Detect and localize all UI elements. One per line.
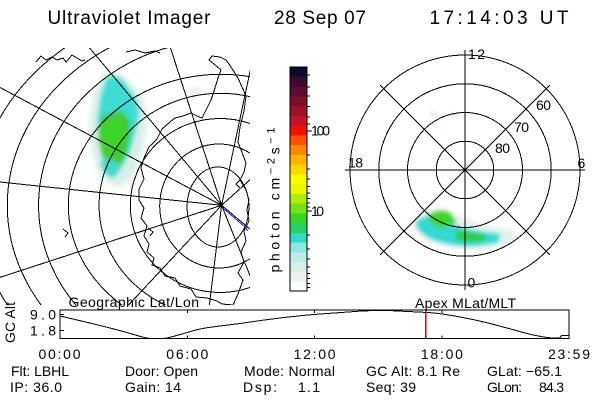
svg-text:GC Alt: GC Alt	[2, 302, 18, 343]
svg-text:80: 80	[495, 140, 510, 156]
svg-text:Gain: 14: Gain: 14	[125, 379, 181, 395]
svg-text:100: 100	[311, 123, 330, 139]
svg-text:12: 12	[468, 46, 485, 62]
svg-text:6: 6	[578, 155, 586, 171]
svg-text:GLat: −65.1: GLat: −65.1	[487, 363, 562, 379]
svg-text:Mode: Normal: Mode: Normal	[244, 363, 335, 379]
svg-text:60: 60	[536, 97, 551, 113]
svg-text:18:00: 18:00	[421, 346, 463, 362]
svg-text:Dsp:: Dsp:	[243, 379, 277, 395]
svg-text:IP: 36.0: IP: 36.0	[10, 379, 62, 395]
svg-text:00:00: 00:00	[39, 346, 81, 362]
svg-text:10: 10	[311, 203, 324, 219]
svg-text:23:59: 23:59	[548, 346, 590, 362]
svg-text:Geographic Lat/Lon: Geographic Lat/Lon	[69, 294, 200, 310]
svg-text:28 Sep 07: 28 Sep 07	[274, 8, 366, 29]
svg-text:70: 70	[514, 119, 529, 135]
svg-text:12:00: 12:00	[294, 346, 336, 362]
svg-text:Apex MLat/MLT: Apex MLat/MLT	[415, 295, 516, 311]
svg-text:0: 0	[468, 275, 476, 291]
svg-text:9.0: 9.0	[30, 307, 56, 323]
svg-text:06:00: 06:00	[166, 346, 208, 362]
svg-text:84.3: 84.3	[539, 379, 564, 395]
svg-text:17:14:03 UT: 17:14:03 UT	[430, 8, 569, 29]
svg-text:Ultraviolet Imager: Ultraviolet Imager	[48, 8, 212, 29]
svg-text:Seq: 39: Seq: 39	[366, 379, 416, 395]
svg-text:1.1: 1.1	[298, 379, 320, 395]
svg-text:GLon:: GLon:	[487, 379, 522, 395]
svg-text:18: 18	[348, 155, 363, 171]
svg-text:1.8: 1.8	[30, 323, 56, 339]
svg-text:Door: Open: Door: Open	[125, 363, 198, 379]
svg-text:GC Alt: 8.1 Re: GC Alt: 8.1 Re	[366, 363, 460, 379]
svg-text:Flt: LBHL: Flt: LBHL	[11, 363, 69, 379]
